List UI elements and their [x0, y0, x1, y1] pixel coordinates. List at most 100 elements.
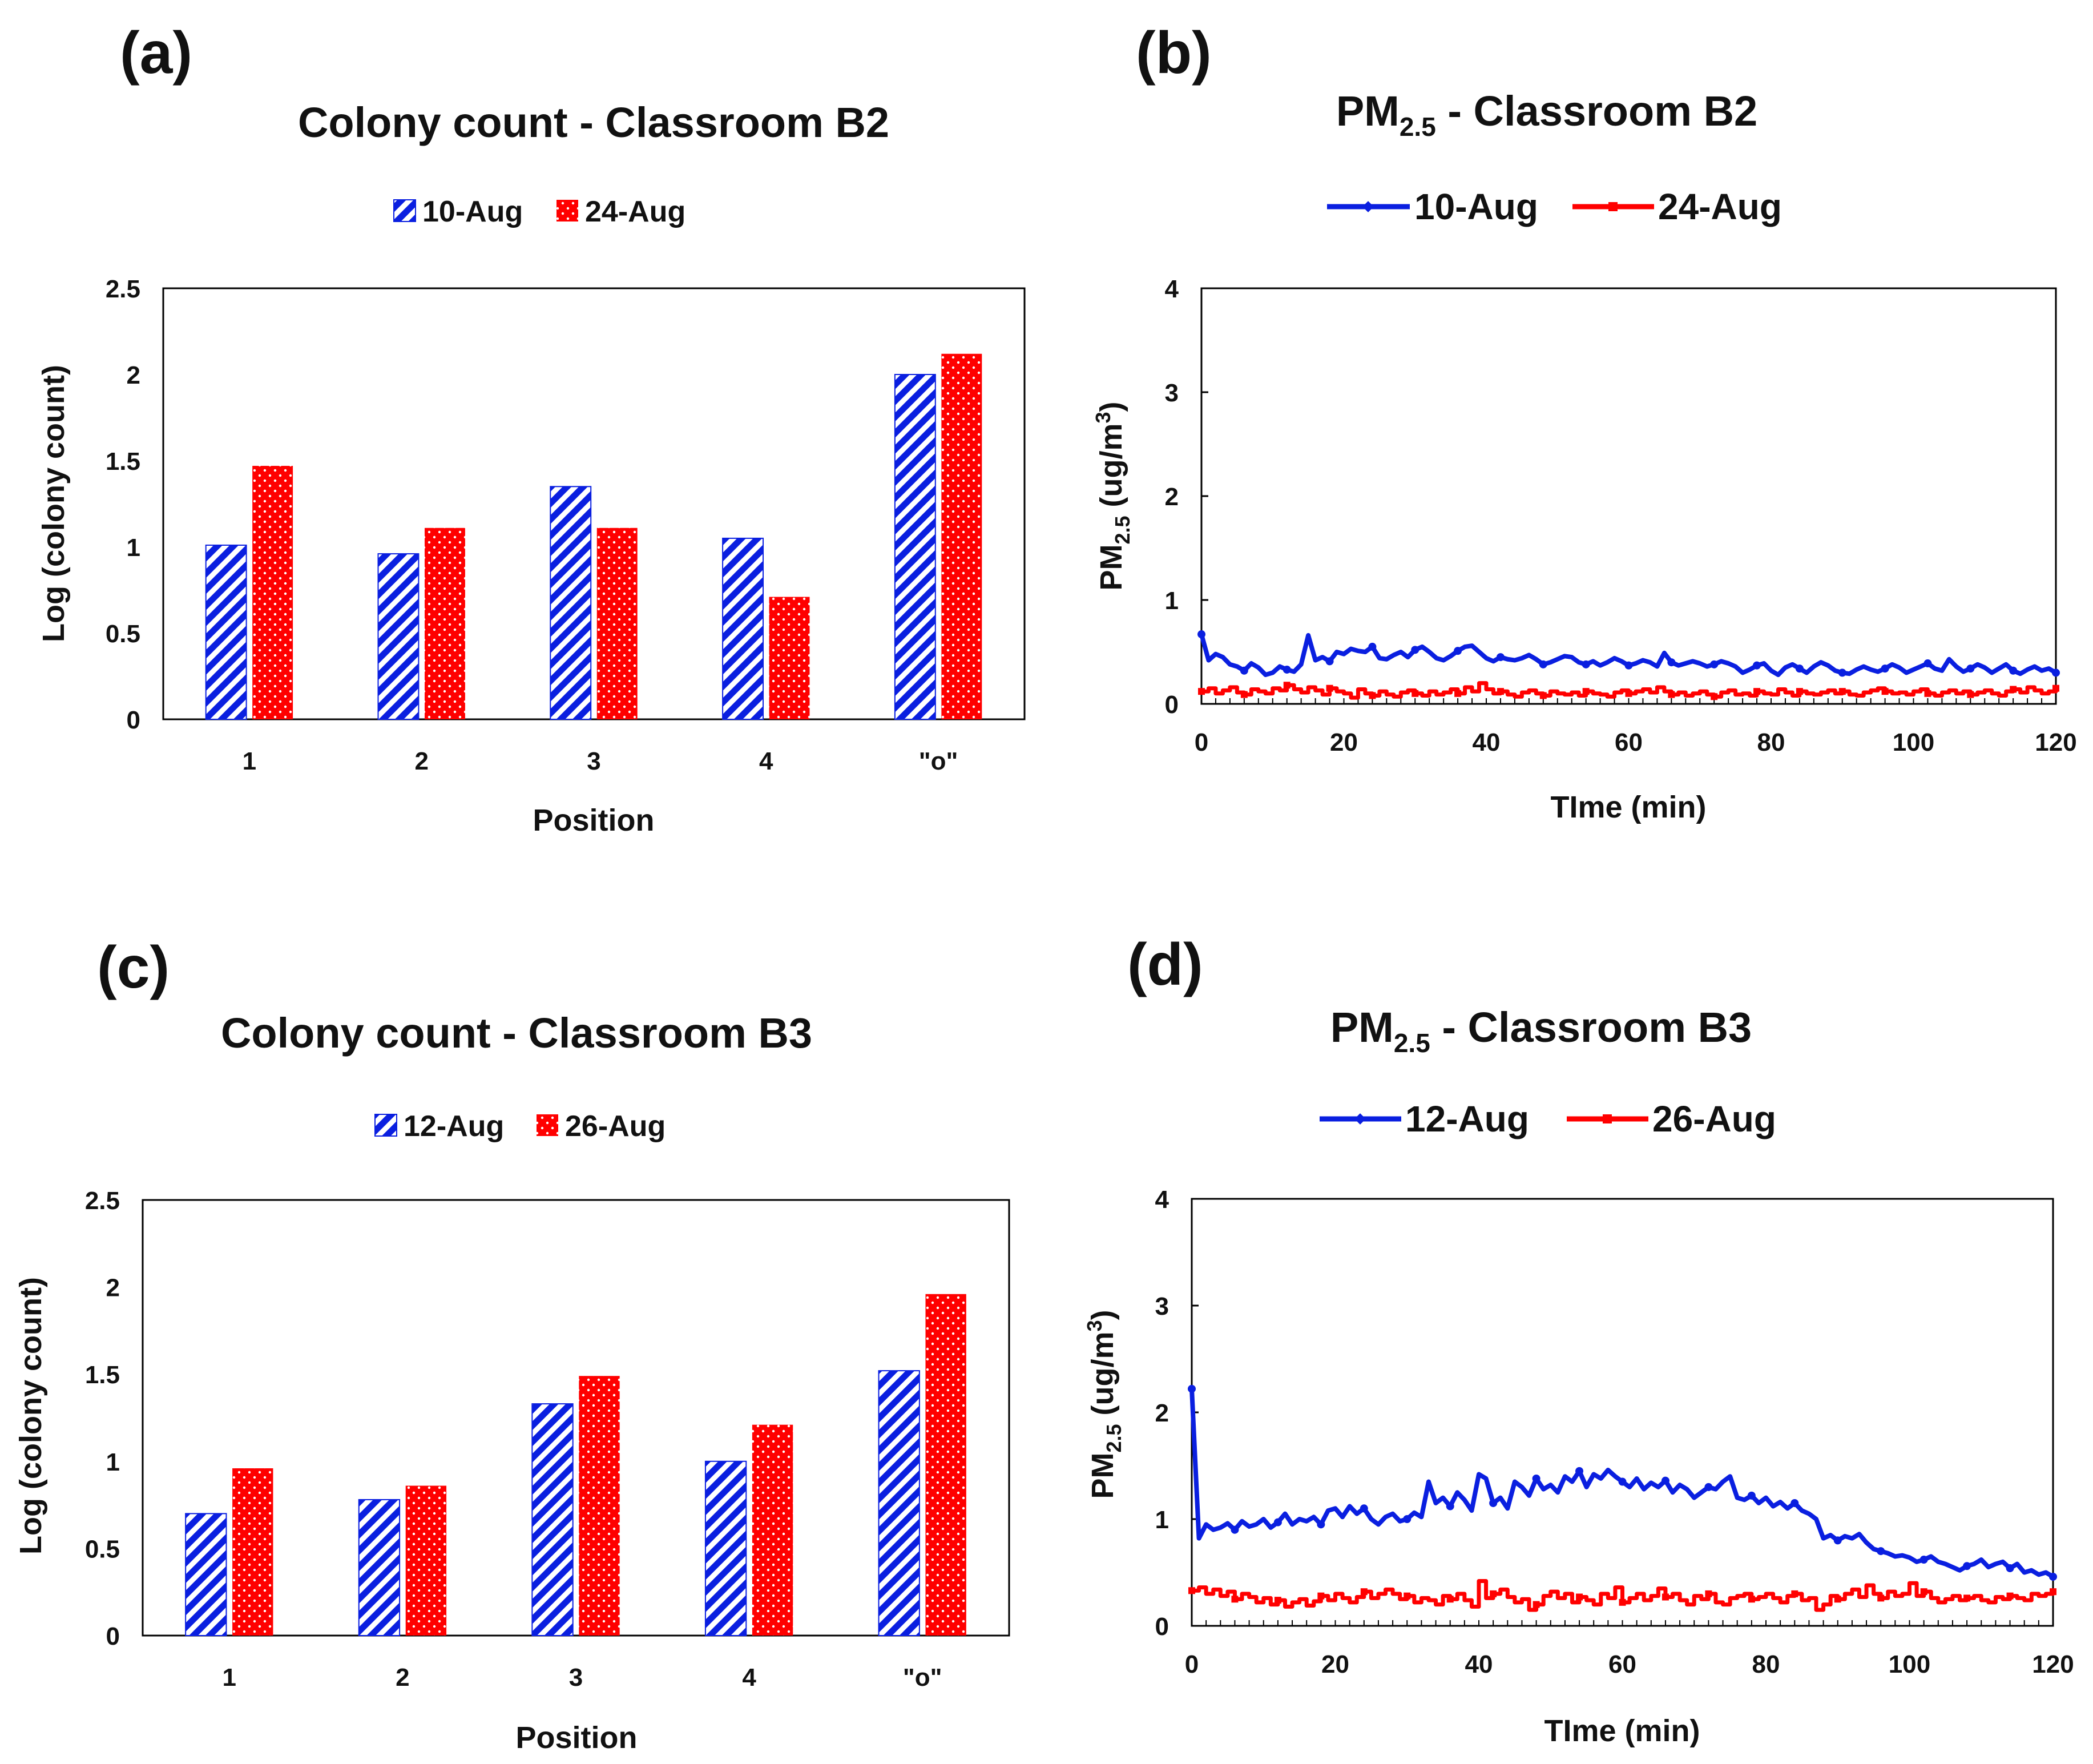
point-12-Aug: [1877, 1547, 1885, 1556]
point-12-Aug: [1704, 1483, 1713, 1491]
panel-c-legend-label-1: 12-Aug: [404, 1110, 504, 1143]
panel-b-ylabel: PM2.5 (ug/m3): [1091, 401, 1134, 590]
panel-b: (b) PM2.5 - Classroom B2 10-Aug 24-Aug 0…: [1091, 20, 2077, 824]
x-tick-label: 60: [1608, 1650, 1636, 1678]
panel-c-xlabel: Position: [516, 1721, 638, 1755]
point-26-Aug: [1662, 1593, 1669, 1601]
point-10-Aug: [1966, 664, 1975, 673]
y-tick-label: 0.5: [106, 620, 140, 648]
y-tick-label: 0: [106, 1622, 120, 1650]
point-24-Aug: [1668, 691, 1675, 698]
panel-a-label: (a): [120, 20, 192, 86]
point-26-Aug: [1490, 1590, 1497, 1597]
point-12-Aug: [1747, 1491, 1756, 1500]
x-tick-label: 2: [414, 747, 428, 775]
point-26-Aug: [1231, 1596, 1239, 1603]
point-10-Aug: [1197, 630, 1205, 639]
point-24-Aug: [1838, 688, 1846, 695]
point-24-Aug: [1881, 688, 1889, 695]
bar-12-Aug-3: [531, 1403, 574, 1636]
point-12-Aug: [1403, 1515, 1412, 1523]
point-26-Aug: [1920, 1588, 1927, 1596]
panel-c-plot: 0 0.5 1 1.5 2 2.5 1 2 3 4 "o": [85, 1187, 1010, 1691]
x-tick-label: "o": [903, 1664, 942, 1691]
point-10-Aug: [2009, 666, 2018, 675]
point-10-Aug: [1795, 664, 1804, 673]
bar-24-Aug-2: [424, 527, 465, 719]
point-26-Aug: [1877, 1594, 1885, 1602]
x-tick-label: 80: [1752, 1650, 1780, 1678]
panel-a-title: Colony count - Classroom B2: [298, 99, 889, 146]
point-10-Aug: [2052, 668, 2060, 677]
x-tick-label: 4: [742, 1664, 756, 1691]
point-24-Aug: [1326, 684, 1333, 692]
point-24-Aug: [1283, 682, 1291, 689]
point-26-Aug: [1360, 1588, 1368, 1596]
bar-24-Aug-o: [941, 353, 982, 719]
point-24-Aug: [1625, 690, 1632, 697]
y-tick-label: 2: [127, 361, 140, 389]
point-12-Aug: [1575, 1467, 1584, 1475]
panel-a-legend-swatch-1: [393, 199, 416, 222]
bar-26-Aug-o: [925, 1294, 966, 1636]
point-10-Aug: [1923, 659, 1932, 668]
point-26-Aug: [1834, 1596, 1841, 1603]
y-tick-label: 0: [127, 706, 140, 734]
panel-a-plot: 0 0.5 1 1.5 2 2.5 1 2 3 4 "o": [106, 275, 1026, 775]
x-tick-label: 3: [587, 747, 600, 775]
point-24-Aug: [1497, 688, 1504, 695]
panel-d: (d) PM2.5 - Classroom B3 12-Aug 26-Aug 0…: [1083, 932, 2074, 1748]
bar-10-Aug-2: [377, 553, 420, 720]
point-10-Aug: [1582, 660, 1590, 668]
point-24-Aug: [2052, 684, 2059, 692]
point-10-Aug: [1454, 647, 1462, 655]
point-10-Aug: [1325, 657, 1334, 666]
panel-c-title: Colony count - Classroom B3: [221, 1009, 812, 1057]
x-tick-label: 40: [1465, 1650, 1493, 1678]
point-26-Aug: [1791, 1590, 1798, 1597]
y-tick-label: 1: [127, 534, 140, 562]
point-10-Aug: [1753, 661, 1761, 670]
y-tick-label: 1: [106, 1448, 120, 1476]
bar-26-Aug-4: [752, 1424, 793, 1636]
y-tick-label: 1.5: [85, 1361, 120, 1389]
y-tick-label: 2: [106, 1274, 120, 1302]
y-tick-label: 0: [1165, 691, 1179, 719]
y-tick-label: 3: [1165, 379, 1179, 407]
point-10-Aug: [1496, 653, 1505, 662]
panel-d-title: PM2.5 - Classroom B3: [1330, 1004, 1752, 1058]
panel-b-legend-label-1: 10-Aug: [1414, 186, 1538, 227]
x-tick-label: 1: [223, 1664, 236, 1691]
bar-10-Aug-1: [205, 544, 247, 720]
point-24-Aug: [1967, 691, 1974, 698]
point-24-Aug: [1753, 688, 1761, 695]
panel-a-legend-swatch-2: [556, 200, 578, 221]
panel-c-label: (c): [97, 935, 170, 1001]
point-26-Aug: [1705, 1590, 1712, 1597]
point-12-Aug: [1963, 1562, 1971, 1570]
point-10-Aug: [1368, 642, 1377, 651]
point-12-Aug: [1489, 1499, 1498, 1507]
point-10-Aug: [1624, 661, 1633, 670]
x-tick-label: 0: [1185, 1650, 1199, 1678]
point-10-Aug: [1667, 658, 1676, 667]
point-24-Aug: [1539, 692, 1547, 699]
panel-a-legend: 10-Aug 24-Aug: [393, 195, 685, 228]
y-tick-label: 0.5: [85, 1535, 120, 1563]
point-26-Aug: [2006, 1592, 2014, 1600]
y-tick-label: 2: [1165, 483, 1179, 511]
bar-12-Aug-o: [878, 1370, 920, 1636]
point-24-Aug: [1796, 688, 1803, 695]
y-tick-label: 2.5: [85, 1187, 120, 1215]
point-26-Aug: [1188, 1587, 1195, 1594]
point-26-Aug: [1748, 1596, 1755, 1603]
panel-d-ylabel: PM2.5 (ug/m3): [1083, 1310, 1126, 1499]
bar-12-Aug-1: [185, 1513, 227, 1637]
point-12-Aug: [1532, 1474, 1540, 1483]
point-26-Aug: [1404, 1592, 1411, 1600]
panel-b-legend-label-2: 24-Aug: [1658, 186, 1782, 227]
bar-10-Aug-3: [550, 486, 592, 720]
point-12-Aug: [1919, 1556, 1928, 1564]
point-26-Aug: [1533, 1601, 1540, 1608]
